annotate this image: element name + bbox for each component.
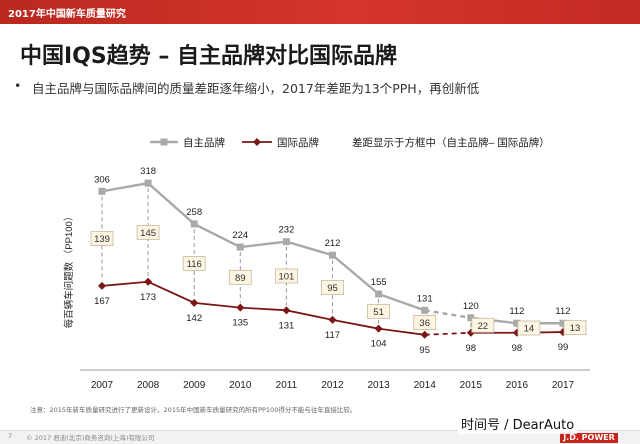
international-value-label: 117 — [325, 330, 340, 341]
domestic-value-label: 112 — [509, 306, 524, 317]
x-tick-label: 2013 — [367, 380, 390, 391]
international-point — [98, 281, 106, 290]
gap-box — [367, 303, 391, 319]
gap-value-label: 101 — [278, 271, 294, 282]
domestic-point — [467, 314, 475, 322]
domestic-point — [559, 319, 567, 327]
copyright-text: © 2017 君迪(北京)商务咨询(上海)有限公司 — [26, 434, 155, 442]
gap-box — [90, 231, 114, 246]
domestic-value-label: 120 — [463, 301, 479, 312]
domestic-value-label: 112 — [555, 306, 570, 317]
bullet-point: • 自主品牌与国际品牌间的质量差距逐年缩小，2017年差距为13个PPH，再创新… — [14, 78, 480, 97]
page-number: 7 — [8, 432, 13, 440]
domestic-series-line-dashed — [424, 309, 471, 319]
watermark-text: 时间号 / DearAuto — [458, 413, 578, 434]
international-value-label: 98 — [512, 343, 523, 354]
international-point — [282, 306, 291, 315]
legend-domestic-marker — [160, 138, 168, 146]
domestic-value-label: 155 — [371, 277, 387, 288]
international-series-line — [101, 280, 425, 336]
international-point — [374, 324, 383, 333]
gap-value-label: 13 — [570, 323, 581, 334]
x-tick-label: 2016 — [506, 380, 529, 391]
international-series-line-dashed — [424, 331, 471, 336]
slide-title: 中国IQS趋势 – 自主品牌对比国际品牌 — [20, 44, 398, 69]
international-value-label: 142 — [186, 313, 202, 324]
domestic-point — [98, 187, 106, 195]
domestic-point — [513, 319, 521, 327]
international-value-label: 98 — [466, 343, 477, 354]
gap-box — [471, 317, 495, 333]
domestic-point — [421, 306, 429, 314]
international-value-label: 99 — [558, 342, 569, 353]
gap-box — [517, 320, 541, 336]
gap-value-label: 145 — [140, 228, 156, 239]
domestic-value-label: 131 — [417, 293, 433, 304]
x-tick-label: 2008 — [137, 380, 160, 391]
gap-box — [563, 320, 587, 336]
domestic-point — [190, 220, 198, 228]
domestic-value-label: 258 — [186, 207, 202, 218]
gap-value-label: 36 — [419, 318, 430, 329]
domestic-point — [375, 290, 383, 298]
gap-value-label: 22 — [478, 321, 489, 332]
international-value-label: 135 — [232, 318, 248, 329]
x-tick-label: 2011 — [276, 380, 298, 391]
gap-value-label: 51 — [373, 307, 384, 318]
international-point — [144, 277, 153, 286]
x-tick-label: 2014 — [414, 380, 437, 391]
gap-box — [274, 268, 298, 284]
domestic-point — [144, 179, 152, 187]
bullet-text: 自主品牌与国际品牌间的质量差距逐年缩小，2017年差距为13个PPH，再创新低 — [32, 81, 480, 96]
gap-box — [321, 280, 344, 295]
x-tick-label: 2007 — [91, 380, 114, 391]
domestic-point — [236, 243, 244, 251]
gap-box — [228, 269, 252, 285]
international-value-label: 104 — [371, 339, 387, 350]
x-tick-label: 2012 — [321, 380, 344, 391]
domestic-point — [282, 238, 290, 246]
international-value-label: 167 — [94, 296, 110, 307]
jd-power-logo: J.D. POWER — [560, 433, 618, 443]
y-axis-label: 每百辆车问题数 （PP100） — [63, 212, 75, 329]
gap-note: 差距显示于方框中（自主品牌– 国际品牌） — [352, 136, 550, 149]
gap-box — [182, 255, 206, 271]
domestic-value-label: 232 — [278, 225, 294, 236]
gap-value-label: 116 — [187, 259, 202, 270]
domestic-value-label: 212 — [325, 238, 341, 249]
gap-value-label: 95 — [327, 283, 338, 294]
legend-international-label: 国际品牌 — [277, 136, 319, 149]
international-value-label: 95 — [419, 345, 430, 356]
x-tick-label: 2010 — [229, 380, 252, 391]
international-point — [420, 330, 429, 339]
gap-value-label: 14 — [524, 324, 535, 335]
gap-value-label: 139 — [94, 234, 110, 245]
gap-box — [413, 315, 437, 330]
international-point — [190, 298, 199, 307]
international-value-label: 173 — [140, 292, 156, 303]
header-text: 2017年中国新车质量研究 — [8, 9, 126, 20]
x-tick-label: 2009 — [183, 380, 206, 391]
x-tick-label: 2017 — [552, 380, 575, 391]
international-point — [328, 315, 337, 324]
gap-box — [136, 225, 160, 240]
bullet-dot-icon: • — [14, 78, 22, 93]
gap-value-label: 89 — [235, 273, 246, 284]
international-point — [236, 303, 245, 312]
domestic-value-label: 306 — [94, 174, 110, 185]
international-value-label: 131 — [278, 320, 294, 331]
domestic-value-label: 318 — [140, 166, 156, 177]
header-bar: 2017年中国新车质量研究 — [0, 0, 640, 24]
legend-domestic-label: 自主品牌 — [183, 136, 225, 149]
chart-footnote: 注意：2015年新车质量研究进行了更新设计。2015年中国新车质量研究的所有PP… — [30, 406, 357, 414]
legend-international-marker — [253, 138, 261, 146]
domestic-value-label: 224 — [232, 230, 248, 241]
domestic-point — [329, 251, 336, 259]
domestic-series-line — [101, 181, 426, 312]
x-tick-label: 2015 — [460, 380, 483, 391]
